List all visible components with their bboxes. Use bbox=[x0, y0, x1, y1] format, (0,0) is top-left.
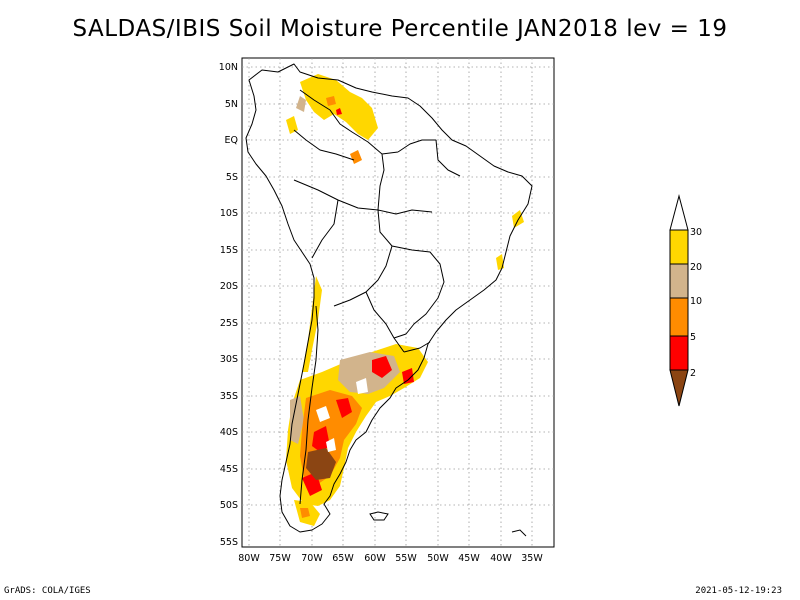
lat-tick-label: 15S bbox=[220, 245, 238, 256]
colorbar: 30 20 10 5 2 bbox=[669, 194, 702, 407]
lat-tick-label: EQ bbox=[225, 135, 238, 146]
lat-tick-label: 45S bbox=[220, 464, 238, 475]
south-red-patch-5 bbox=[402, 368, 414, 384]
lat-tick-label: 30S bbox=[220, 354, 238, 365]
north-orange-patch bbox=[350, 150, 362, 164]
lon-tick-label: 50W bbox=[427, 553, 449, 564]
colorbar-segment-20-30 bbox=[669, 229, 689, 265]
continent-outline bbox=[245, 63, 533, 533]
south-georgia-outline bbox=[511, 529, 527, 537]
colorbar-label-20: 20 bbox=[690, 262, 702, 273]
percentile-shading bbox=[286, 74, 524, 526]
lat-tick-label: 10S bbox=[220, 208, 238, 219]
lon-tick-label: 45W bbox=[458, 553, 480, 564]
lat-tick-label: 55S bbox=[220, 537, 238, 548]
south-gap-2 bbox=[326, 438, 336, 452]
lat-tick-label: 50S bbox=[220, 500, 238, 511]
footer-credit: GrADS: COLA/IGES bbox=[4, 586, 91, 596]
south-tan-west bbox=[290, 396, 304, 444]
north-red-dot bbox=[336, 108, 342, 115]
south-brown-patch bbox=[306, 448, 336, 480]
lon-labels: 80W 75W 70W 65W 60W 55W 50W 45W 40W 35W bbox=[238, 553, 543, 564]
falkland-islands bbox=[369, 511, 389, 521]
south-red-patch-3 bbox=[312, 426, 330, 452]
lat-tick-label: 25S bbox=[220, 318, 238, 329]
lon-tick-label: 60W bbox=[364, 553, 386, 564]
colorbar-label-5: 5 bbox=[690, 332, 696, 343]
south-tip-orange bbox=[300, 508, 310, 518]
lat-tick-label: 40S bbox=[220, 427, 238, 438]
lat-tick-label: 5S bbox=[226, 172, 238, 183]
lon-tick-label: 65W bbox=[332, 553, 354, 564]
lon-tick-label: 55W bbox=[395, 553, 417, 564]
lat-tick-label: 35S bbox=[220, 391, 238, 402]
colorbar-label-10: 10 bbox=[690, 296, 702, 307]
lat-tick-label: 20S bbox=[220, 281, 238, 292]
south-gap-3 bbox=[356, 378, 368, 394]
south-red-patch-2 bbox=[336, 398, 352, 418]
south-red-patch-1 bbox=[372, 356, 392, 378]
border-lines bbox=[293, 89, 461, 505]
colorbar-top-triangle bbox=[669, 194, 689, 231]
colorbar-label-30: 30 bbox=[690, 227, 702, 238]
colorbar-segment-10-20 bbox=[669, 263, 689, 299]
colorbar-bottom-triangle bbox=[669, 369, 689, 407]
map-frame bbox=[241, 57, 555, 548]
north-yellow-patch bbox=[300, 74, 378, 140]
lon-tick-label: 40W bbox=[490, 553, 512, 564]
colorbar-label-2: 2 bbox=[690, 368, 696, 379]
islands bbox=[369, 511, 527, 537]
lat-tick-label: 5N bbox=[225, 99, 238, 110]
lon-tick-label: 80W bbox=[238, 553, 260, 564]
south-gap-1 bbox=[316, 406, 330, 422]
colorbar-segment-2-5 bbox=[669, 335, 689, 371]
footer-timestamp: 2021-05-12-19:23 bbox=[695, 586, 782, 596]
north-orange-patch-2 bbox=[326, 96, 336, 106]
lon-tick-label: 35W bbox=[521, 553, 543, 564]
lon-tick-label: 75W bbox=[269, 553, 291, 564]
east-yellow-patch-2 bbox=[496, 254, 504, 270]
map-grid bbox=[242, 58, 554, 547]
map-title: SALDAS/IBIS Soil Moisture Percentile JAN… bbox=[72, 16, 728, 42]
north-tan-patch bbox=[296, 96, 306, 112]
lat-labels: 10N 5N EQ 5S 10S 15S 20S 25S 30S 35S 40S 45S 50S 55S bbox=[219, 62, 238, 548]
west-yellow-patch bbox=[286, 116, 298, 134]
coastline-and-borders bbox=[245, 63, 533, 533]
lon-tick-label: 70W bbox=[301, 553, 323, 564]
lat-tick-label: 10N bbox=[219, 62, 238, 73]
colorbar-segment-5-10 bbox=[669, 297, 689, 337]
